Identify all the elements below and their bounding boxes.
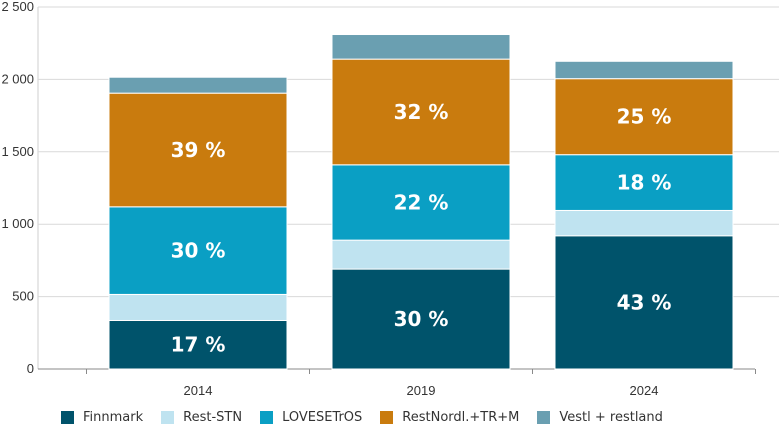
y-axis-ticks: 0 500 1 000 1 500 2 000 2 500 [1,0,34,376]
bar-segment [331,239,511,270]
legend-item: RestNordl.+TR+M [380,410,519,425]
data-label: 30 % [171,239,226,263]
legend-swatch [61,411,74,424]
bar-segment [331,58,511,166]
data-label: 22 % [394,190,449,214]
legend-label: RestNordl.+TR+M [402,410,520,425]
legend-label: LOVESETrOS [282,410,363,425]
legend-label: Vestl + restland [559,410,663,425]
x-tick-label: 2014 [184,383,213,398]
legend-swatch [161,411,175,424]
bar-segment [108,92,288,208]
bar-segment [331,34,511,60]
bar-segment [554,60,734,80]
data-label: 32 % [394,100,449,124]
bars: 17 % 30 % 39 % 30 % 22 % 32 % 43 % 18 % 25 % [108,34,734,370]
bar-segment [108,319,288,370]
stacked-bar-chart: 0 500 1 000 1 500 2 000 2 500 17 % 30 % 39 % 30 … [1,0,779,398]
bar-segment [331,164,511,241]
data-label: 30 % [394,307,449,331]
legend-swatch [260,411,274,424]
y-tick-label: 2 500 [1,0,34,14]
x-axis-ticks: 2014 2019 2024 [86,369,756,398]
bar-segment [108,76,288,94]
x-tick-label: 2019 [407,383,436,398]
data-label: 18 % [617,171,672,195]
y-tick-label: 1 000 [1,216,34,231]
y-tick-label: 500 [12,289,34,304]
data-label: 25 % [617,105,672,129]
data-label: 17 % [171,333,226,357]
bar-segment [554,209,734,237]
bar-segment [554,235,734,370]
bar-segment [554,78,734,156]
bar-segment [554,154,734,211]
y-tick-label: 1 500 [1,144,34,159]
legend-swatch [380,411,394,424]
legend-item: Vestl + restland [537,410,663,425]
legend-item: Finnmark [61,410,143,425]
x-tick-label: 2024 [630,383,659,398]
legend-item: Rest-STN [161,410,242,425]
bar-segment [108,206,288,295]
y-tick-label: 0 [27,361,34,376]
legend: Finnmark Rest-STN LOVESETrOS RestNordl.+TR+… [61,410,681,425]
data-label: 39 % [171,138,226,162]
y-tick-label: 2 000 [1,71,34,86]
legend-label: Finnmark [83,410,144,425]
legend-label: Rest-STN [183,410,243,425]
bar-segment [331,268,511,370]
legend-swatch [537,411,551,424]
data-label: 43 % [617,290,672,314]
bar-segment [108,293,288,321]
legend-item: LOVESETrOS [260,410,362,425]
